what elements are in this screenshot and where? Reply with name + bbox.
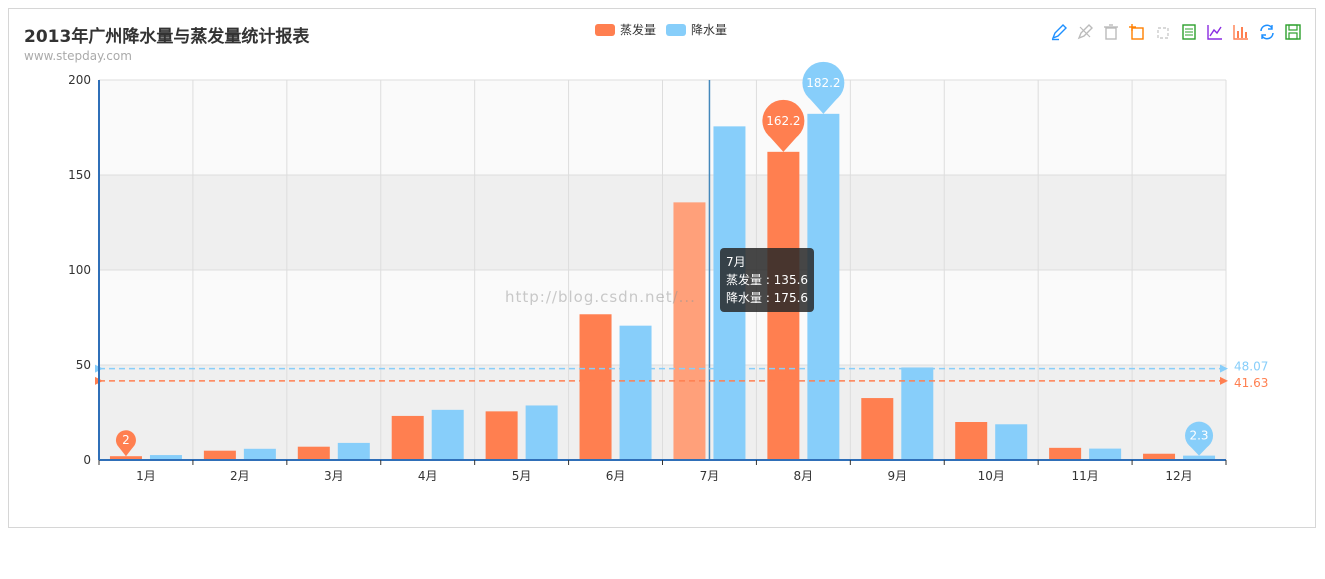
chart-title: 2013年广州降水量与蒸发量统计报表: [24, 27, 310, 47]
chart-frame: [8, 8, 1316, 528]
line-chart-icon[interactable]: [1205, 22, 1225, 42]
legend-label-precipitation: 降水量: [691, 23, 728, 37]
data-view-icon[interactable]: [1179, 22, 1199, 42]
legend: 蒸发量 降水量: [595, 21, 727, 38]
mark-icon[interactable]: [1049, 22, 1069, 42]
toolbox: [1049, 22, 1303, 42]
legend-label-evaporation: 蒸发量: [620, 23, 657, 37]
tooltip-line-precipitation: 降水量 : 175.6: [726, 291, 809, 305]
data-zoom-icon[interactable]: [1127, 22, 1147, 42]
bar-chart-icon[interactable]: [1231, 22, 1251, 42]
tooltip: 7月 蒸发量 : 135.6 降水量 : 175.6: [720, 248, 815, 312]
legend-swatch-precipitation: [666, 23, 687, 36]
tooltip-line-evaporation: 蒸发量 : 135.6: [726, 273, 809, 287]
tooltip-title: 7月: [726, 255, 746, 269]
legend-item-precipitation[interactable]: 降水量: [666, 21, 727, 38]
watermark-text: http://blog.csdn.net/...: [505, 288, 696, 306]
mark-clear-icon[interactable]: [1101, 22, 1121, 42]
legend-item-evaporation[interactable]: 蒸发量: [595, 21, 656, 38]
save-image-icon[interactable]: [1283, 22, 1303, 42]
legend-swatch-evaporation: [595, 23, 615, 36]
chart-subtitle[interactable]: www.stepday.com: [24, 49, 132, 63]
data-zoom-reset-icon[interactable]: [1153, 22, 1173, 42]
mark-undo-icon[interactable]: [1075, 22, 1095, 42]
restore-icon[interactable]: [1257, 22, 1277, 42]
